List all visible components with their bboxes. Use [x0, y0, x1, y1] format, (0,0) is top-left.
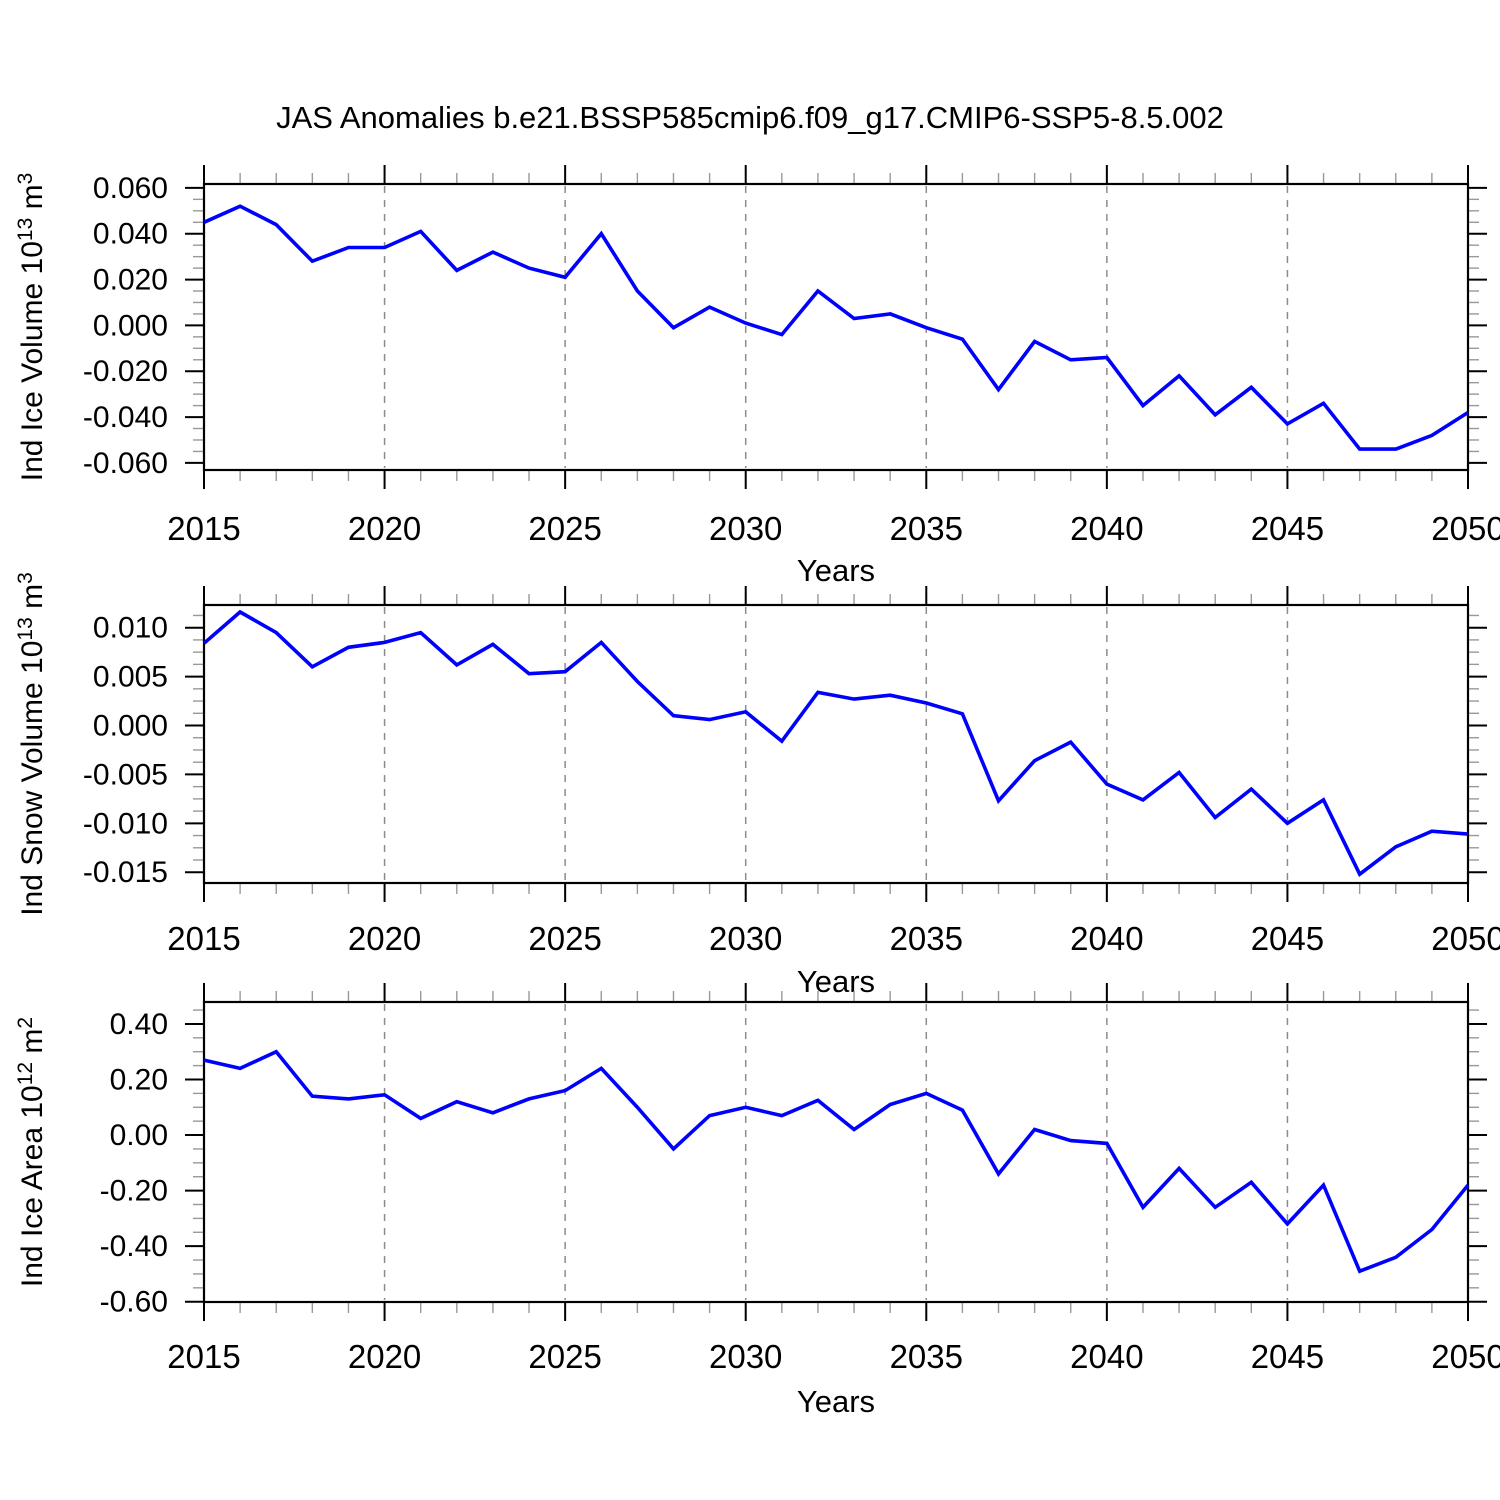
y-tick-label: -0.060 [83, 447, 168, 480]
axis-frame [202, 1000, 1470, 1304]
y-tick-label: 0.005 [93, 661, 168, 694]
y-tick-label: 0.20 [110, 1064, 168, 1097]
panel-ice-volume: 0.060 0.040 0.020 0.000 -0.020 -0.040 -0.060 20… [14, 165, 1500, 588]
x-tick-label: 2045 [1251, 920, 1324, 957]
y-tick-label: 0.020 [93, 264, 168, 297]
y-tick-label: 0.00 [110, 1119, 168, 1152]
y-tick-label: -0.60 [100, 1286, 168, 1319]
y-tick-label: 0.40 [110, 1008, 168, 1041]
x-axis-label: Years [797, 553, 875, 588]
y-tick-label: 0.010 [93, 612, 168, 645]
x-tick-label: 2020 [348, 920, 421, 957]
y-axis-label: Ind Ice Volume 1013​ m3​ [14, 173, 49, 482]
x-tick-label: 2045 [1251, 510, 1324, 547]
x-tick-label: 2035 [890, 510, 963, 547]
y-axis-label: Ind Ice Area 1012​ m2​ [14, 1017, 49, 1287]
x-tick-label: 2025 [528, 1338, 601, 1375]
x-axis-label: Years [797, 964, 875, 999]
x-tick-label: 2030 [709, 920, 782, 957]
x-tick-label: 2015 [167, 1338, 240, 1375]
y-tick-label: -0.020 [83, 355, 168, 388]
x-tick-label: 2030 [709, 510, 782, 547]
figure-title: JAS Anomalies b.e21.BSSP585cmip6.f09_g17… [276, 100, 1224, 135]
data-line-ice-volume [203, 204, 1469, 451]
x-tick-label: 2020 [348, 1338, 421, 1375]
y-tick-label: -0.010 [83, 807, 168, 840]
x-tick-label: 2035 [890, 920, 963, 957]
x-axis-label: Years [797, 1384, 875, 1419]
x-tick-label: 2040 [1070, 1338, 1143, 1375]
x-tick-label: 2015 [167, 920, 240, 957]
x-tick-label: 2025 [528, 510, 601, 547]
panel-ice-area: 0.40 0.20 0.00 -0.20 -0.40 -0.60 2015 2020 2025 2… [14, 983, 1500, 1419]
data-line-snow-volume [202, 609, 1469, 877]
x-tick-label: 2040 [1070, 510, 1143, 547]
x-tick-label: 2030 [709, 1338, 782, 1375]
axis-frame [202, 182, 1470, 472]
data-line-ice-area [203, 1049, 1470, 1274]
axis-frame [202, 603, 1470, 885]
x-tick-label: 2050 [1431, 510, 1500, 547]
y-axis-label: Ind Snow Volume 1013​ m3​ [14, 572, 49, 916]
y-tick-label: -0.015 [83, 856, 168, 889]
x-tick-label: 2045 [1251, 1338, 1324, 1375]
x-tick-label: 2050 [1431, 920, 1500, 957]
y-tick-label: 0.060 [93, 172, 168, 205]
y-tick-label: -0.40 [100, 1230, 168, 1263]
y-tick-label: 0.040 [93, 218, 168, 251]
x-tick-label: 2040 [1070, 920, 1143, 957]
x-tick-label: 2015 [167, 510, 240, 547]
y-tick-label: -0.20 [100, 1175, 168, 1208]
x-tick-label: 2050 [1431, 1338, 1500, 1375]
x-tick-label: 2035 [890, 1338, 963, 1375]
panel-snow-volume: 0.010 0.005 0.000 -0.005 -0.010 -0.015 2015 202… [14, 572, 1500, 999]
y-tick-label: -0.005 [83, 758, 168, 791]
y-tick-label: 0.000 [93, 309, 168, 342]
x-tick-label: 2025 [528, 920, 601, 957]
y-tick-label: -0.040 [83, 401, 168, 434]
x-tick-label: 2020 [348, 510, 421, 547]
y-tick-label: 0.000 [93, 710, 168, 743]
